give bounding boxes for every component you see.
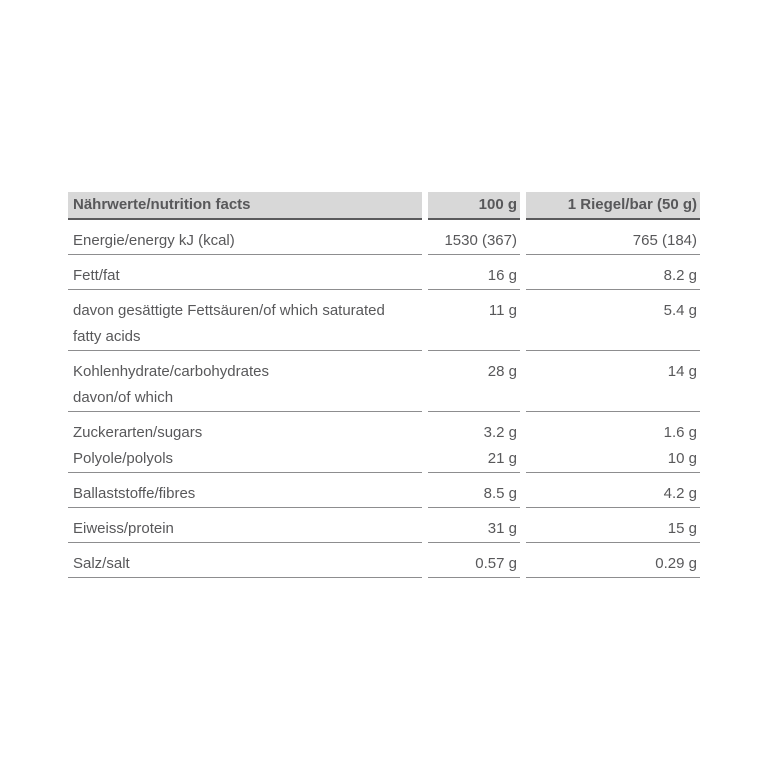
row-label: Eiweiss/protein — [73, 520, 174, 537]
nutrition-table: Nährwerte/nutrition facts 100 g 1 Riegel… — [68, 192, 700, 578]
value-bar: 1.6 g — [663, 424, 697, 441]
row-label-cell: davon gesättigte Fettsäuren/of which sat… — [68, 290, 422, 351]
value-100g: 16 g — [487, 267, 517, 284]
value-bar: 4.2 g — [663, 485, 697, 502]
table-header-row: Nährwerte/nutrition facts 100 g 1 Riegel… — [68, 192, 700, 220]
table-row: Ballaststoffe/fibres 8.5 g 4.2 g — [68, 473, 700, 508]
row-value-100g-cell: 28 g — [428, 351, 520, 412]
row-label-cell: Salz/salt — [68, 543, 422, 578]
row-value-bar-cell: 0.29 g — [526, 543, 700, 578]
table-row: Salz/salt 0.57 g 0.29 g — [68, 543, 700, 578]
row-label-cell: Zuckerarten/sugars Polyole/polyols — [68, 412, 422, 473]
row-label-cell: Energie/energy kJ (kcal) — [68, 220, 422, 255]
row-label: Polyole/polyols — [73, 450, 174, 467]
value-bar: 8.2 g — [663, 267, 697, 284]
row-label: Salz/salt — [73, 555, 130, 572]
table-row: davon gesättigte Fettsäuren/of which sat… — [68, 290, 700, 351]
row-label: fatty acids — [73, 328, 141, 345]
header-nutrition-facts: Nährwerte/nutrition facts — [68, 192, 422, 220]
table-row: Energie/energy kJ (kcal) 1530 (367) 765 … — [68, 220, 700, 255]
value-100g: 21 g — [487, 450, 517, 467]
value-bar: 15 g — [667, 520, 697, 537]
value-bar: 765 (184) — [632, 232, 697, 249]
row-value-100g-cell: 31 g — [428, 508, 520, 543]
row-label: davon gesättigte Fettsäuren/of which sat… — [73, 302, 385, 319]
header-per-100g: 100 g — [428, 192, 520, 220]
row-value-bar-cell: 1.6 g 10 g — [526, 412, 700, 473]
row-label: davon/of which — [73, 389, 174, 406]
row-value-100g-cell: 8.5 g — [428, 473, 520, 508]
row-value-100g-cell: 11 g — [428, 290, 520, 351]
value-100g: 1530 (367) — [444, 232, 517, 249]
row-label: Ballaststoffe/fibres — [73, 485, 196, 502]
table-row: Fett/fat 16 g 8.2 g — [68, 255, 700, 290]
row-value-bar-cell: 5.4 g — [526, 290, 700, 351]
row-label-cell: Kohlenhydrate/carbohydrates davon/of whic… — [68, 351, 422, 412]
header-per-bar: 1 Riegel/bar (50 g) — [526, 192, 700, 220]
value-100g: 28 g — [487, 363, 517, 380]
row-value-bar-cell: 765 (184) — [526, 220, 700, 255]
table-row: Kohlenhydrate/carbohydrates davon/of whic… — [68, 351, 700, 412]
table-row: Eiweiss/protein 31 g 15 g — [68, 508, 700, 543]
row-value-100g-cell: 3.2 g 21 g — [428, 412, 520, 473]
row-value-bar-cell: 8.2 g — [526, 255, 700, 290]
row-label-cell: Ballaststoffe/fibres — [68, 473, 422, 508]
row-value-100g-cell: 1530 (367) — [428, 220, 520, 255]
row-value-bar-cell: 15 g — [526, 508, 700, 543]
value-100g: 11 g — [488, 302, 517, 319]
value-bar: 5.4 g — [663, 302, 697, 319]
table-row: Zuckerarten/sugars Polyole/polyols 3.2 g 2… — [68, 412, 700, 473]
value-100g: 31 g — [487, 520, 517, 537]
value-bar: 14 g — [667, 363, 697, 380]
value-100g: 3.2 g — [483, 424, 517, 441]
row-label-cell: Eiweiss/protein — [68, 508, 422, 543]
row-label: Zuckerarten/sugars — [73, 424, 203, 441]
value-100g: 8.5 g — [483, 485, 517, 502]
row-label: Kohlenhydrate/carbohydrates — [73, 363, 269, 380]
row-value-bar-cell: 14 g — [526, 351, 700, 412]
row-label: Fett/fat — [73, 267, 120, 284]
value-bar: 0.29 g — [655, 555, 697, 572]
value-bar: 10 g — [667, 450, 697, 467]
value-100g: 0.57 g — [475, 555, 517, 572]
row-value-100g-cell: 16 g — [428, 255, 520, 290]
row-label-cell: Fett/fat — [68, 255, 422, 290]
table-body: Energie/energy kJ (kcal) 1530 (367) 765 … — [68, 220, 700, 578]
row-label: Energie/energy kJ (kcal) — [73, 232, 235, 249]
row-value-100g-cell: 0.57 g — [428, 543, 520, 578]
row-value-bar-cell: 4.2 g — [526, 473, 700, 508]
